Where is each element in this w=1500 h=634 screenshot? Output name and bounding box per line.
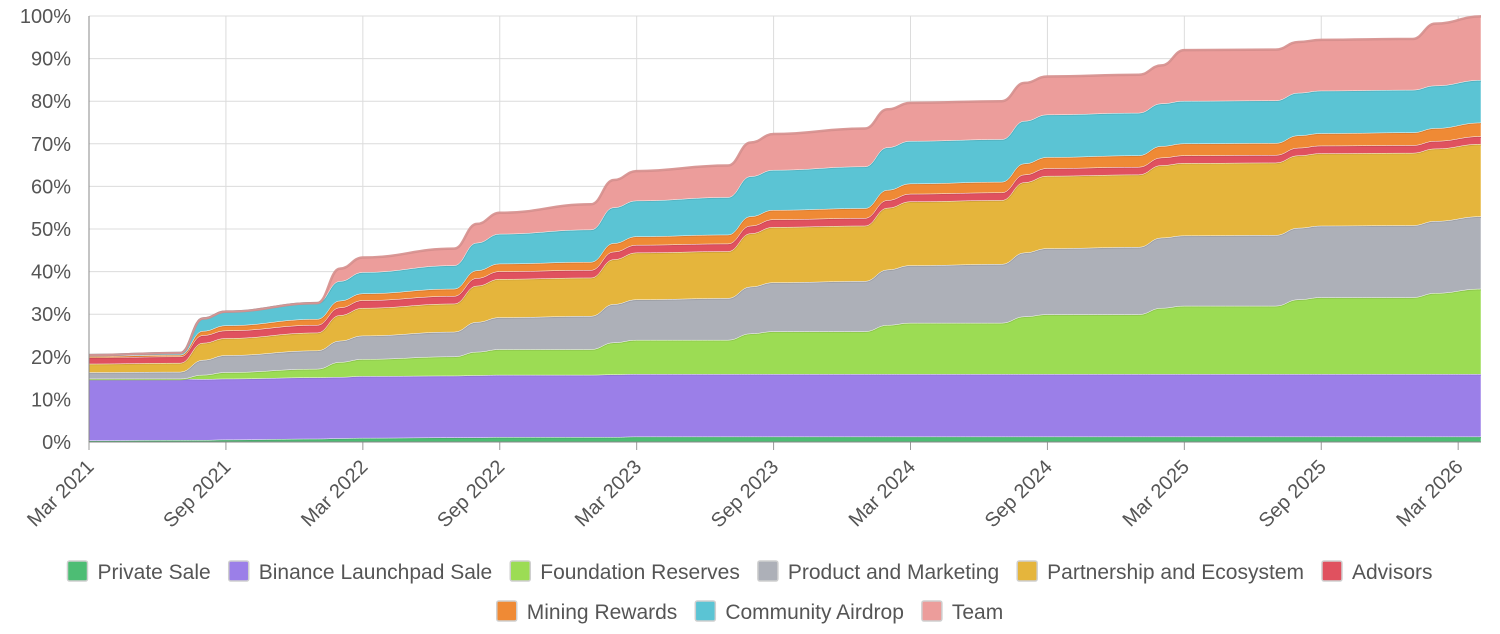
legend-swatch — [921, 600, 943, 622]
x-tick-label: Sep 2024 — [981, 456, 1057, 532]
area-binance-launchpad-sale — [88, 374, 1482, 441]
legend-item-advisors[interactable]: Advisors — [1321, 560, 1433, 584]
legend-swatch — [1321, 560, 1343, 582]
legend-label: Partnership and Ecosystem — [1047, 561, 1304, 584]
legend-item-team[interactable]: Team — [921, 600, 1003, 624]
y-tick-label: 50% — [31, 219, 71, 241]
legend-item-binance-launchpad-sale[interactable]: Binance Launchpad Sale — [227, 560, 493, 584]
legend-swatch — [757, 560, 779, 582]
legend-label: Binance Launchpad Sale — [259, 561, 493, 584]
x-tick-label: Mar 2025 — [1119, 456, 1194, 531]
y-tick-label: 90% — [31, 49, 71, 71]
x-tick-label: Sep 2023 — [707, 456, 783, 532]
legend-item-partnership-and-ecosystem[interactable]: Partnership and Ecosystem — [1016, 560, 1304, 584]
legend-item-mining-rewards[interactable]: Mining Rewards — [496, 600, 678, 624]
legend: Private Sale Binance Launchpad Sale Founda… — [66, 560, 1433, 624]
legend-swatch — [694, 600, 717, 622]
legend-swatch — [1016, 560, 1038, 582]
x-tick-label: Sep 2025 — [1255, 456, 1331, 532]
x-tick-label: Mar 2022 — [297, 456, 372, 531]
legend-label: Foundation Reserves — [540, 561, 740, 584]
legend-swatch — [66, 560, 89, 582]
legend-label: Community Airdrop — [725, 601, 904, 624]
y-tick-label: 70% — [31, 134, 71, 156]
y-tick-label: 30% — [31, 304, 71, 326]
x-tick-label: Mar 2023 — [571, 456, 646, 531]
legend-label: Team — [952, 601, 1003, 624]
legend-swatch — [496, 600, 518, 622]
y-tick-label: 100% — [20, 6, 71, 28]
y-tick-label: 0% — [42, 432, 71, 454]
y-tick-label: 60% — [31, 176, 71, 198]
legend-label: Private Sale — [97, 561, 210, 584]
legend-label: Mining Rewards — [527, 601, 678, 624]
legend-swatch — [509, 560, 532, 582]
x-tick-label: Sep 2021 — [159, 456, 235, 532]
y-tick-label: 10% — [31, 389, 71, 411]
y-tick-label: 40% — [31, 262, 71, 284]
legend-item-foundation-reserves[interactable]: Foundation Reserves — [509, 560, 740, 584]
y-tick-label: 20% — [31, 347, 71, 369]
stacked-areas — [88, 15, 1482, 443]
x-tick-label: Mar 2024 — [845, 456, 920, 531]
y-tick-label: 80% — [31, 91, 71, 113]
x-tick-label: Mar 2021 — [23, 456, 98, 531]
x-tick-label: Sep 2022 — [433, 456, 509, 532]
x-tick-label: Mar 2026 — [1392, 456, 1467, 531]
line-team — [88, 15, 1482, 357]
legend-label: Product and Marketing — [788, 561, 999, 584]
legend-item-product-and-marketing[interactable]: Product and Marketing — [757, 560, 999, 584]
legend-item-private-sale[interactable]: Private Sale — [66, 560, 211, 584]
legend-item-community-airdrop[interactable]: Community Airdrop — [694, 600, 904, 624]
legend-label: Advisors — [1352, 561, 1433, 584]
legend-swatch — [227, 560, 250, 582]
